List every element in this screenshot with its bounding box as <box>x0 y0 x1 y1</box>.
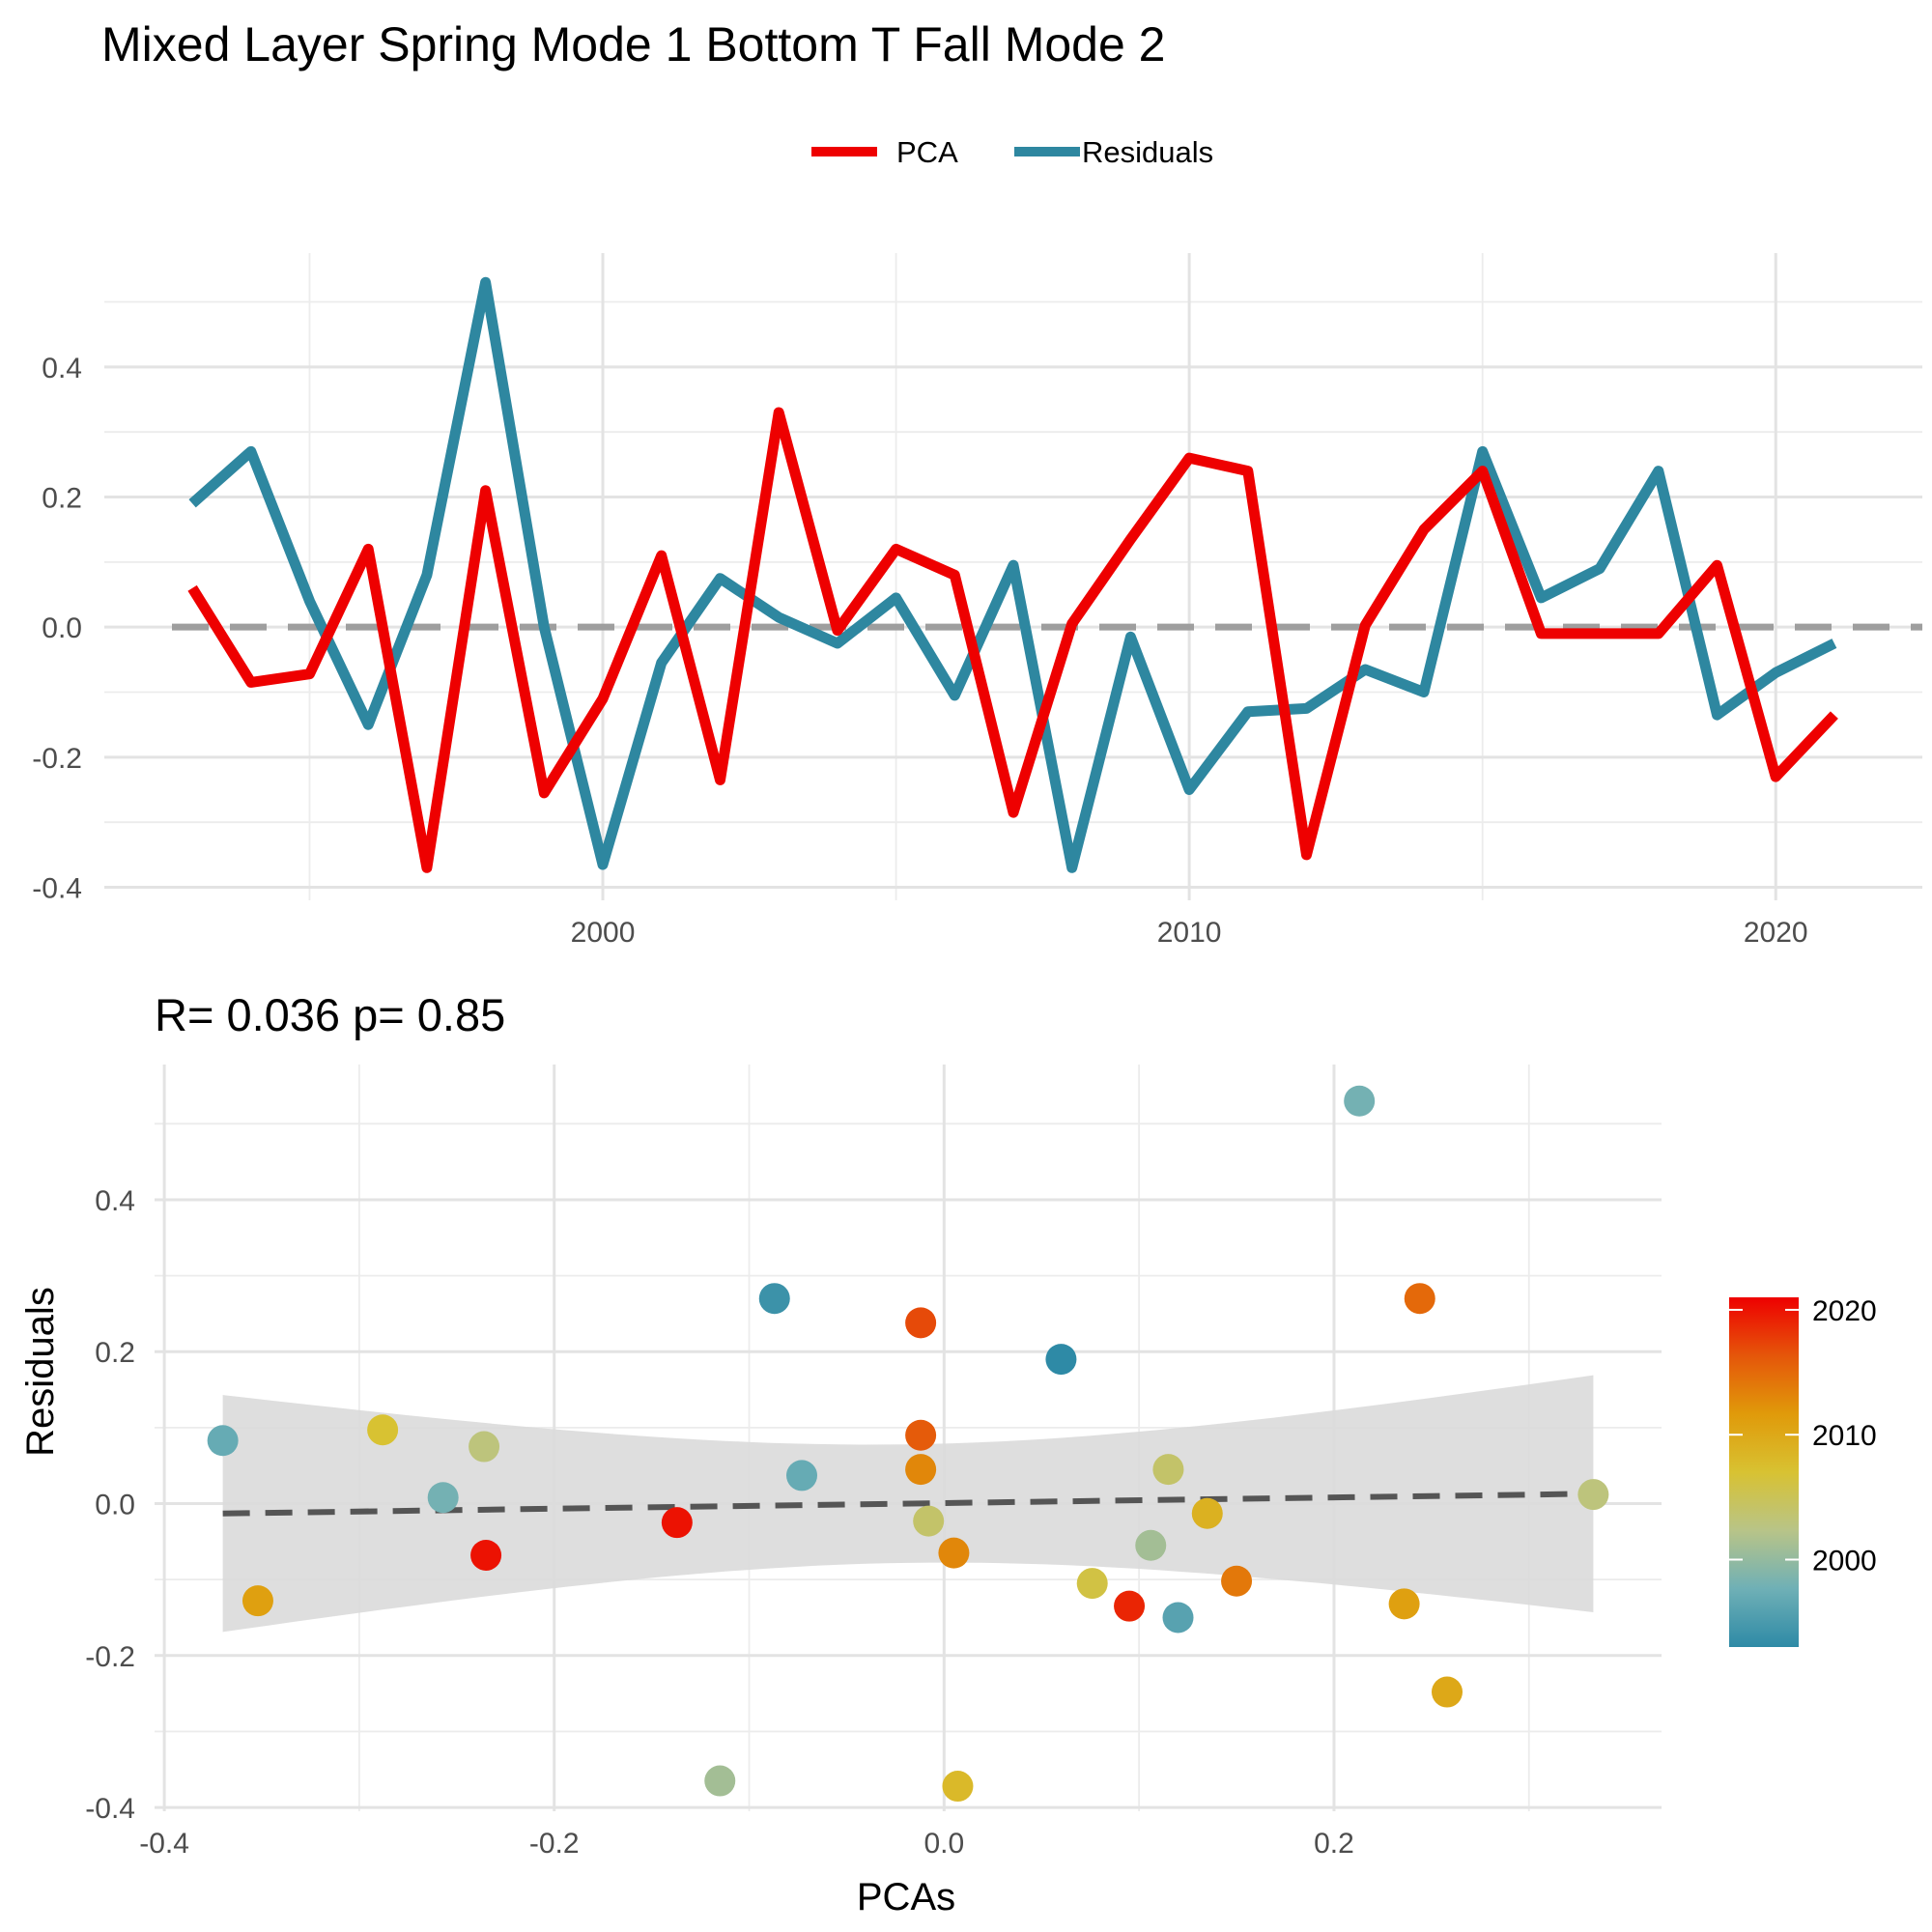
series-line-pca <box>187 407 1838 873</box>
legend-label-residuals: Residuals <box>1082 135 1213 169</box>
y-tick-label: 0.2 <box>95 1337 135 1369</box>
scatter-point <box>367 1414 399 1446</box>
scatter-point <box>207 1425 239 1457</box>
y-tick-label: 0.4 <box>95 1185 135 1217</box>
scatter-point <box>905 1419 937 1451</box>
scatter-point <box>1221 1565 1253 1597</box>
x-tick-label: 0.2 <box>1314 1828 1354 1860</box>
y-tick-label: -0.2 <box>85 1641 135 1673</box>
scatter-point <box>1114 1590 1146 1622</box>
colorbar: 2000 2010 2020 <box>1729 1295 1877 1647</box>
x-tick-label: 2020 <box>1744 917 1808 949</box>
scatter-point <box>1432 1676 1463 1708</box>
x-tick-label: 2010 <box>1157 917 1222 949</box>
x-tick-label: 0.0 <box>923 1828 964 1860</box>
scatter-point <box>242 1585 273 1617</box>
x-tick-label: -0.4 <box>139 1828 189 1860</box>
scatter-point <box>1076 1568 1108 1600</box>
scatter-point <box>1152 1454 1184 1486</box>
scatter-point <box>427 1482 459 1514</box>
y-tick-label: 0.2 <box>42 483 82 515</box>
scatter-panel: -0.4 -0.2 0.0 0.2 0.4 -0.4 -0.2 0.0 0.2 <box>85 1065 1662 1860</box>
x-tick-label: 2000 <box>571 917 636 949</box>
x-tick-label: -0.2 <box>529 1828 580 1860</box>
scatter-point <box>1577 1479 1609 1511</box>
y-tick-label: 0.4 <box>42 353 82 384</box>
y-tick-label: -0.2 <box>32 743 82 775</box>
scatter-point <box>1344 1085 1376 1117</box>
colorbar-tick-label: 2020 <box>1812 1295 1877 1327</box>
scatter-title: R= 0.036 p= 0.85 <box>155 989 505 1040</box>
y-tick-label: 0.0 <box>42 612 82 644</box>
time-series-panel: -0.4 -0.2 0.0 0.2 0.4 2000 2010 2020 <box>32 253 1922 949</box>
series-line-residuals <box>188 276 1837 873</box>
colorbar-tick-label: 2000 <box>1812 1546 1877 1577</box>
scatter-point <box>905 1454 937 1486</box>
scatter-point <box>786 1460 818 1492</box>
scatter-point <box>905 1307 937 1339</box>
scatter-point <box>470 1539 502 1571</box>
scatter-y-axis-title: Residuals <box>19 1287 62 1457</box>
scatter-point <box>1404 1283 1435 1315</box>
colorbar-tick-label: 2010 <box>1812 1420 1877 1452</box>
scatter-point <box>1191 1497 1223 1529</box>
scatter-point <box>661 1507 693 1539</box>
scatter-point <box>942 1771 974 1803</box>
scatter-point <box>1388 1588 1420 1620</box>
scatter-point <box>1135 1529 1167 1561</box>
legend-label-pca: PCA <box>896 135 958 169</box>
scatter-point <box>1045 1344 1077 1376</box>
y-tick-label: 0.0 <box>95 1490 135 1521</box>
figure-title: Mixed Layer Spring Mode 1 Bottom T Fall … <box>101 17 1165 71</box>
scatter-point <box>704 1765 736 1797</box>
y-tick-label: -0.4 <box>85 1793 135 1825</box>
scatter-point <box>1162 1602 1194 1634</box>
colorbar-gradient <box>1729 1297 1799 1647</box>
scatter-point <box>938 1537 970 1569</box>
scatter-x-axis-title: PCAs <box>857 1876 955 1918</box>
legend: PCA Residuals <box>811 135 1213 169</box>
scatter-point <box>913 1505 945 1537</box>
y-tick-label: -0.4 <box>32 873 82 905</box>
scatter-point <box>469 1431 500 1463</box>
scatter-point <box>758 1283 790 1315</box>
